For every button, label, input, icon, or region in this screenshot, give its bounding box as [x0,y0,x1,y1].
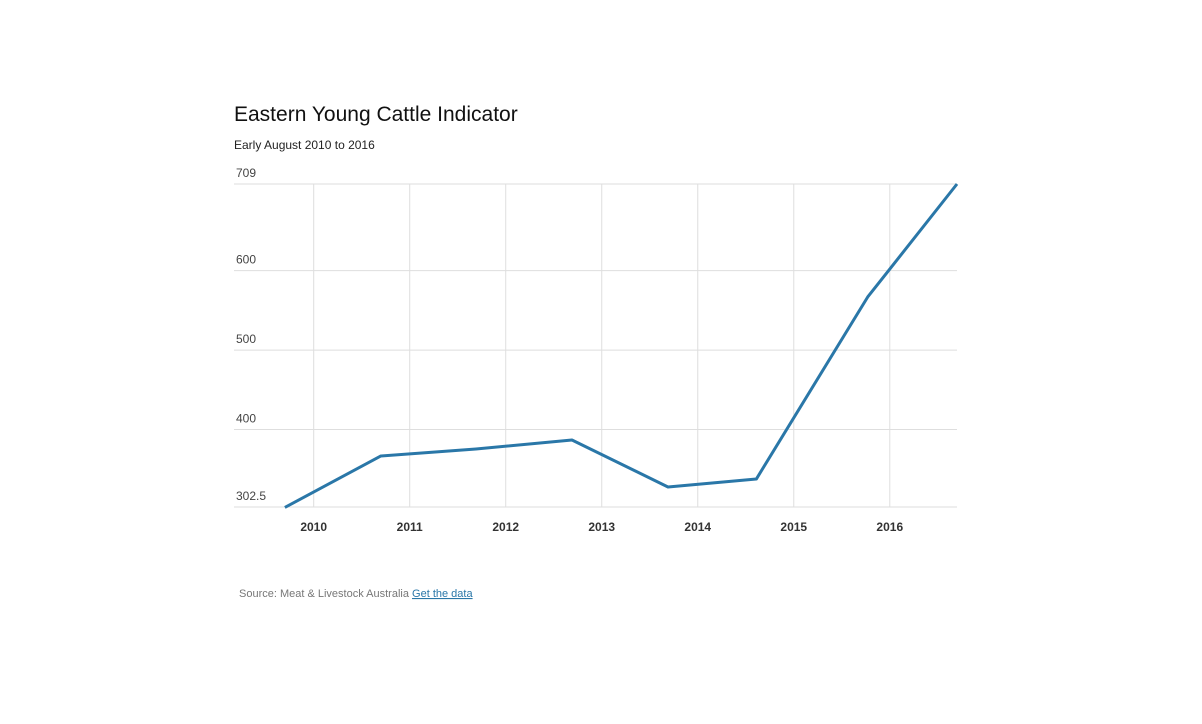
y-tick-label: 500 [236,332,256,346]
x-tick-label: 2013 [588,520,615,534]
chart-subtitle: Early August 2010 to 2016 [234,138,375,152]
source: Source: Meat & Livestock Australia Get t… [239,588,473,600]
data-line [284,183,959,509]
x-tick-label: 2011 [397,520,423,534]
y-tick-label: 302.5 [236,489,266,503]
y-tick-label: 400 [236,412,256,426]
x-tick-label: 2012 [492,520,519,534]
x-tick-label: 2010 [300,520,327,534]
x-tick-label: 2016 [876,520,903,534]
source-text: Source: Meat & Livestock Australia [239,588,410,600]
x-tick-label: 2015 [780,520,807,534]
data-link[interactable]: Get the data [412,588,473,600]
y-tick-label: 600 [236,253,256,267]
x-tick-label: 2014 [684,520,711,534]
chart-title: Eastern Young Cattle Indicator [234,103,518,126]
y-tick-label: 709 [236,166,256,180]
